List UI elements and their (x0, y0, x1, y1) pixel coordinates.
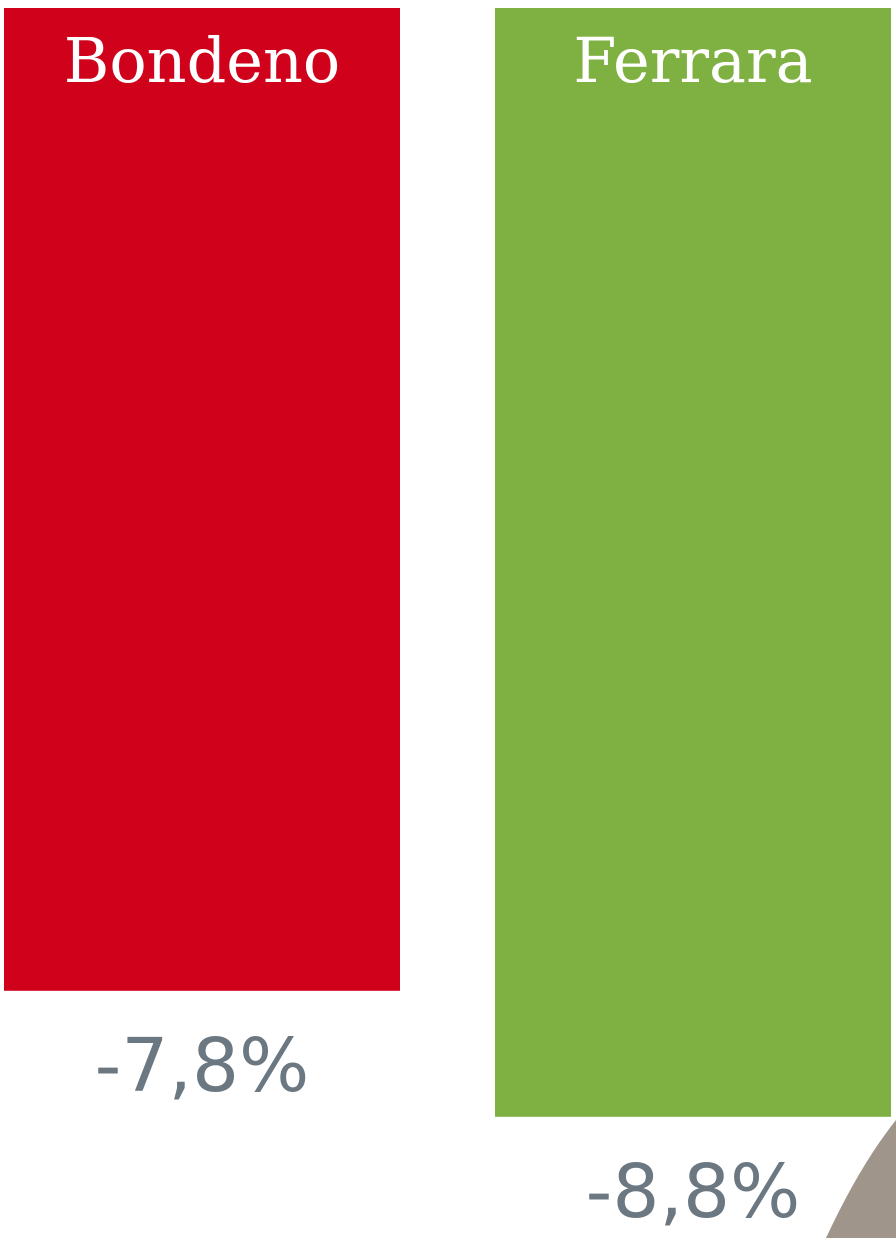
value-label-bondeno: -7,8% (95, 1023, 310, 1109)
value-label-ferrara: -8,8% (586, 1149, 801, 1235)
bar-bondeno (4, 8, 400, 991)
category-label-bondeno: Bondeno (64, 24, 340, 97)
bar-ferrara (495, 8, 891, 1117)
category-label-ferrara: Ferrara (573, 24, 812, 97)
partial-bar-edge (826, 1120, 896, 1238)
bars-group: Bondeno -7,8% Ferrara -8,8% (4, 8, 891, 1235)
